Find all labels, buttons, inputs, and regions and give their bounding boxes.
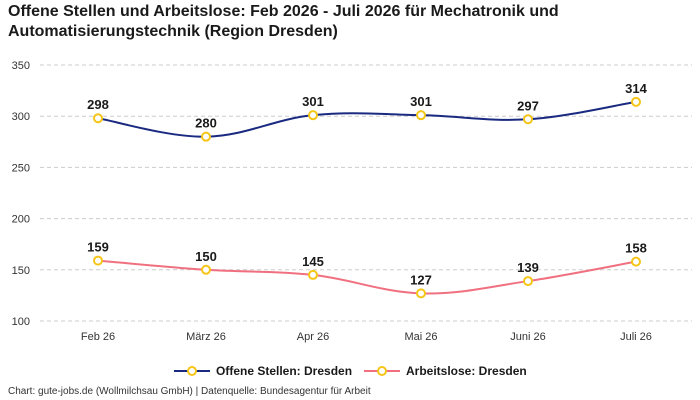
data-label: 127 [410,272,432,287]
x-tick-label: Feb 26 [81,331,115,343]
gridlines [40,64,692,322]
legend: Offene Stellen: Dresden Arbeitslose: Dres… [174,364,527,378]
legend-label: Arbeitslose: Dresden [406,364,527,378]
series-line [97,100,637,138]
data-point [93,255,103,266]
data-point [201,131,211,142]
series-lines: 298 280 301 301 297 314 159 150 145 127 139 158 [87,81,648,299]
data-label: 280 [195,116,217,131]
x-axis: Feb 26 März 26 Apr 26 Mai 26 Juni 26 Juli 26 [81,331,652,343]
chart-title: Offene Stellen und Arbeitslose: Feb 2026… [8,3,559,40]
data-point [523,276,533,287]
x-tick-label: Juli 26 [620,331,652,343]
data-point [201,264,211,275]
data-point [308,269,318,280]
data-point [416,288,426,299]
data-point [631,256,641,267]
data-label: 301 [410,94,432,109]
y-tick-label: 100 [12,316,30,328]
series-line [97,259,637,295]
source-note: Chart: gute-jobs.de (Wollmilchsau GmbH) … [8,386,371,397]
x-tick-label: Apr 26 [297,331,329,343]
data-label: 139 [517,260,539,275]
data-point [523,114,533,125]
x-tick-label: Juni 26 [510,331,545,343]
data-label: 158 [625,241,647,256]
legend-marker [187,366,197,376]
y-tick-label: 300 [12,111,30,123]
data-point [631,96,641,107]
data-label: 159 [87,240,109,255]
data-point [416,110,426,121]
y-tick-label: 200 [12,214,30,226]
x-tick-label: März 26 [186,331,226,343]
data-label: 301 [302,94,324,109]
y-tick-label: 150 [12,265,30,277]
legend-marker [377,366,387,376]
y-axis: 100 150 200 250 300 350 [12,60,30,328]
data-point [308,110,318,121]
data-label: 314 [625,81,647,96]
data-label: 150 [195,249,217,264]
data-label: 297 [517,98,539,113]
x-tick-label: Mai 26 [404,331,437,343]
data-label: 145 [302,254,324,269]
data-point [93,113,103,124]
y-tick-label: 350 [12,60,30,72]
data-label: 298 [87,97,109,112]
y-tick-label: 250 [12,162,30,174]
legend-label: Offene Stellen: Dresden [216,364,352,378]
